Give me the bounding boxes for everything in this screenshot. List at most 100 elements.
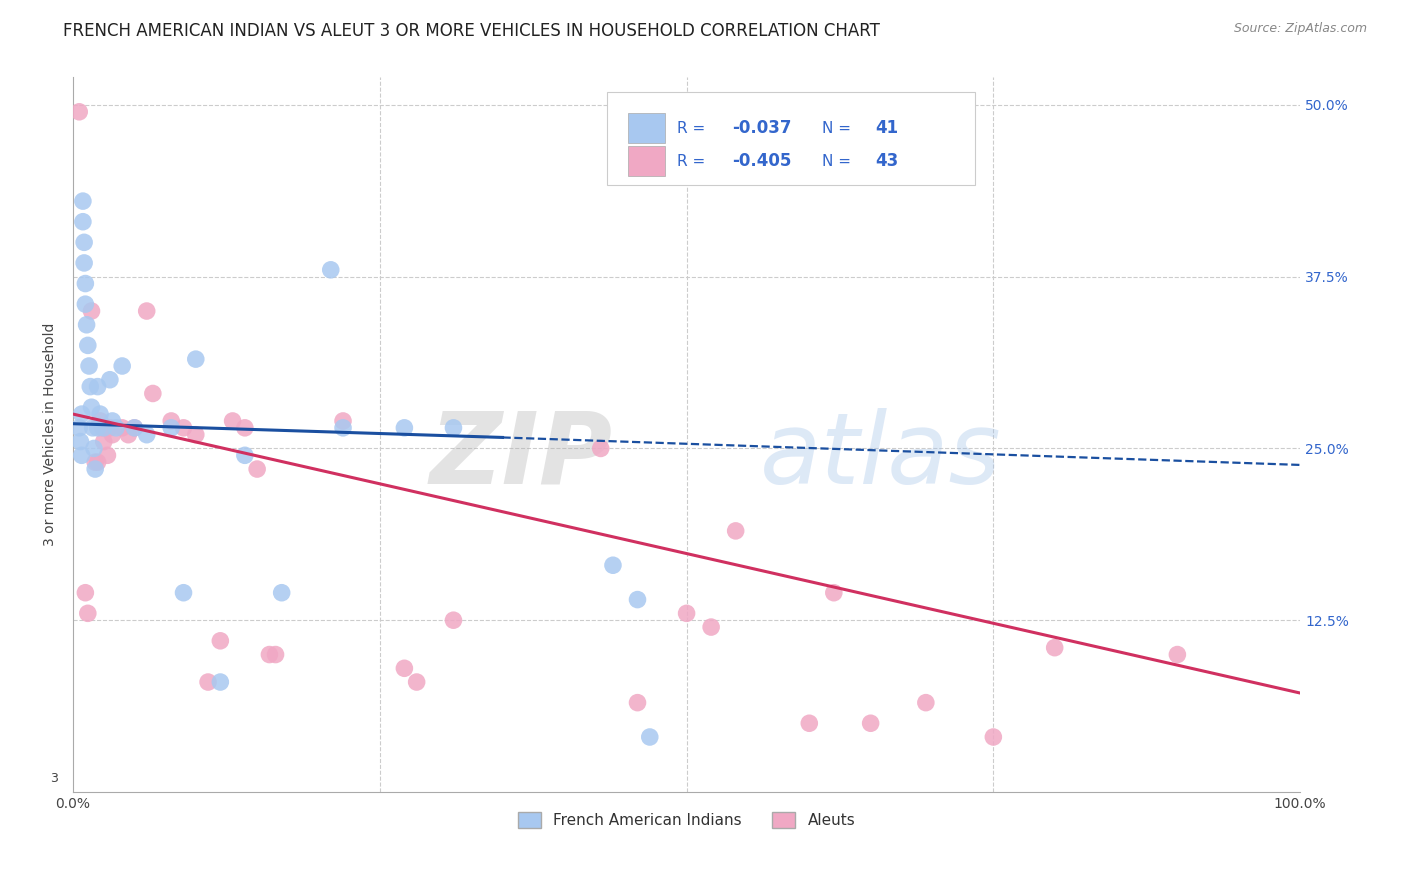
Point	[82, 421, 104, 435]
Point	[93, 434, 115, 449]
Point	[915, 696, 938, 710]
Point	[135, 304, 157, 318]
Point	[443, 613, 465, 627]
Text: 43: 43	[876, 152, 898, 170]
Point	[73, 256, 96, 270]
Point	[638, 730, 661, 744]
Point	[405, 675, 427, 690]
Point	[75, 585, 97, 599]
Point	[84, 455, 107, 469]
Point	[184, 427, 207, 442]
Point	[1166, 648, 1188, 662]
Point	[859, 716, 882, 731]
Point	[332, 414, 354, 428]
Point	[160, 414, 183, 428]
Point	[124, 421, 146, 435]
Text: FRENCH AMERICAN INDIAN VS ALEUT 3 OR MORE VEHICLES IN HOUSEHOLD CORRELATION CHAR: FRENCH AMERICAN INDIAN VS ALEUT 3 OR MOR…	[63, 22, 880, 40]
Point	[443, 421, 465, 435]
Point	[264, 648, 287, 662]
Text: ZIP: ZIP	[430, 408, 613, 505]
Point	[124, 421, 146, 435]
Point	[197, 675, 219, 690]
Point	[69, 434, 91, 449]
Point	[86, 455, 108, 469]
Point	[98, 421, 121, 435]
Point	[270, 585, 292, 599]
Point	[83, 442, 105, 456]
Point	[101, 414, 124, 428]
Point	[675, 607, 697, 621]
Point	[117, 427, 139, 442]
Text: N =: N =	[821, 120, 855, 136]
Point	[823, 585, 845, 599]
Point	[91, 421, 114, 435]
Point	[73, 235, 96, 250]
Point	[319, 262, 342, 277]
Point	[700, 620, 723, 634]
Point	[96, 448, 118, 462]
Point	[89, 414, 111, 428]
Point	[259, 648, 281, 662]
Point	[233, 448, 256, 462]
Point	[724, 524, 747, 538]
Text: -0.037: -0.037	[733, 120, 792, 137]
Legend: French American Indians, Aleuts: French American Indians, Aleuts	[512, 806, 862, 834]
Point	[184, 352, 207, 367]
Point	[76, 607, 98, 621]
Point	[67, 421, 90, 435]
Text: atlas: atlas	[761, 408, 1002, 505]
Point	[626, 696, 648, 710]
Text: Source: ZipAtlas.com: Source: ZipAtlas.com	[1233, 22, 1367, 36]
Bar	[627, 146, 665, 176]
Point	[589, 442, 612, 456]
Text: -0.405: -0.405	[733, 152, 792, 170]
Point	[72, 194, 94, 208]
Point	[101, 427, 124, 442]
Point	[111, 421, 134, 435]
Point	[394, 421, 416, 435]
Point	[173, 585, 195, 599]
Point	[602, 558, 624, 573]
Point	[84, 462, 107, 476]
Point	[799, 716, 821, 731]
Point	[76, 318, 98, 332]
Point	[981, 730, 1004, 744]
Point	[233, 421, 256, 435]
Y-axis label: 3 or more Vehicles in Household: 3 or more Vehicles in Household	[44, 323, 58, 547]
Point	[80, 401, 103, 415]
Point	[394, 661, 416, 675]
Point	[111, 359, 134, 373]
Point	[209, 675, 232, 690]
Text: N =: N =	[821, 153, 855, 169]
Point	[77, 359, 100, 373]
Point	[75, 297, 97, 311]
Point	[105, 421, 128, 435]
Point	[93, 421, 115, 435]
Point	[332, 421, 354, 435]
Point	[70, 448, 93, 462]
Point	[221, 414, 243, 428]
Text: R =: R =	[676, 120, 710, 136]
Point	[72, 215, 94, 229]
Point	[142, 386, 165, 401]
Text: 3: 3	[51, 772, 59, 785]
Point	[80, 304, 103, 318]
Point	[75, 277, 97, 291]
Point	[135, 427, 157, 442]
Point	[70, 407, 93, 421]
Point	[209, 633, 232, 648]
Point	[89, 407, 111, 421]
Point	[79, 379, 101, 393]
Point	[246, 462, 269, 476]
Text: 41: 41	[876, 120, 898, 137]
Point	[86, 379, 108, 393]
Point	[173, 421, 195, 435]
Point	[67, 104, 90, 119]
Point	[98, 373, 121, 387]
Point	[160, 421, 183, 435]
Point	[1043, 640, 1066, 655]
Point	[626, 592, 648, 607]
FancyBboxPatch shape	[607, 92, 974, 185]
Bar	[627, 113, 665, 144]
Point	[76, 338, 98, 352]
